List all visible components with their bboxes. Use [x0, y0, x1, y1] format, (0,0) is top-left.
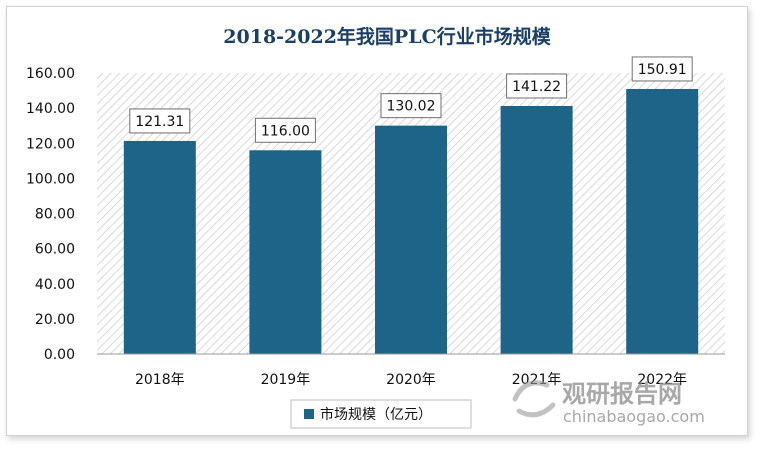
y-tick-label: 100.00: [26, 171, 75, 187]
bar: [123, 140, 196, 354]
x-axis-ticks: 2018年 2019年 2020年 2021年 2022年: [135, 372, 687, 388]
legend-swatch: [304, 409, 314, 419]
y-tick-label: 140.00: [26, 101, 75, 117]
data-labels: 121.31 116.00 130.02 141.22 150.91: [129, 56, 693, 143]
data-label: 130.02: [387, 99, 436, 115]
data-label-box: [129, 108, 191, 134]
y-tick-label: 40.00: [35, 277, 75, 293]
bar: [626, 88, 699, 355]
watermark-url: chinabaogao.com: [563, 407, 705, 426]
chart-frame: 2018-2022年我国PLC行业市场规模 0.00 20.00 40.00 60.0…: [6, 6, 748, 436]
y-tick-label: 20.00: [35, 312, 75, 328]
bar: [249, 150, 322, 354]
y-axis-ticks: 0.00 20.00 40.00 60.00 80.00 100.00 120.00 140.…: [26, 66, 75, 363]
y-tick-label: 160.00: [26, 66, 75, 82]
data-label-box: [631, 56, 693, 82]
x-tick-label: 2020年: [386, 372, 436, 388]
x-tick-label: 2021年: [512, 372, 562, 388]
data-label: 116.00: [261, 123, 310, 139]
bar: [500, 105, 573, 354]
y-tick-label: 120.00: [26, 136, 75, 152]
chart-title: 2018-2022年我国PLC行业市场规模: [223, 25, 551, 48]
bars: [123, 88, 699, 355]
watermark: 观研报告网 chinabaogao.com: [512, 380, 705, 426]
bar: [375, 125, 447, 354]
bar-chart: 2018-2022年我国PLC行业市场规模 0.00 20.00 40.00 60.0…: [26, 25, 725, 429]
y-tick-label: 0.00: [44, 347, 75, 363]
legend-label: 市场规模（亿元）: [320, 406, 432, 423]
x-tick-label: 2019年: [261, 372, 311, 388]
data-label: 150.91: [638, 62, 687, 78]
watermark-name: 观研报告网: [562, 380, 682, 408]
data-label-box: [380, 93, 442, 119]
data-label-box: [506, 73, 568, 99]
data-label-box: [254, 117, 316, 143]
x-tick-label: 2022年: [637, 372, 687, 388]
data-label: 121.31: [135, 114, 184, 130]
x-tick-label: 2018年: [135, 372, 185, 388]
data-label: 141.22: [512, 79, 561, 95]
legend: 市场规模（亿元）: [290, 399, 472, 429]
legend-box: [290, 399, 472, 429]
y-tick-label: 60.00: [35, 242, 75, 258]
watermark-logo-icon: [512, 380, 556, 418]
y-tick-label: 80.00: [35, 207, 75, 223]
